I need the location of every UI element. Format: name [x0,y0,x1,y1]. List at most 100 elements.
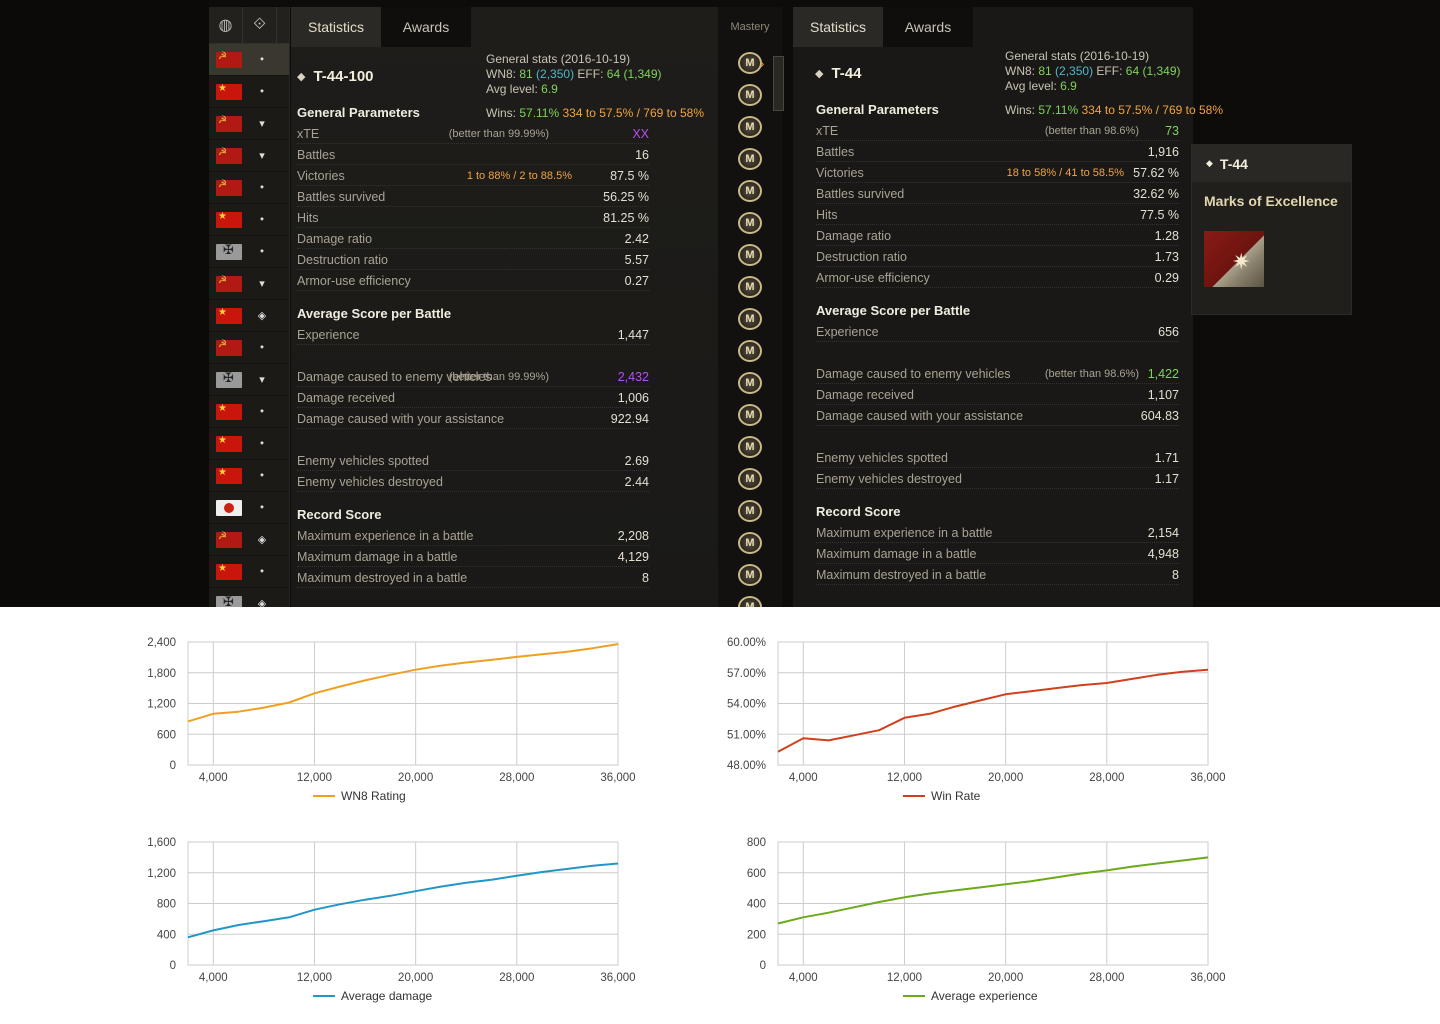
vehicle-list-item[interactable]: ⬩ [209,556,289,588]
stat-row: Maximum damage in a battle 4,948 [816,543,1179,564]
mastery-badge-glyph: M [738,500,762,522]
avg-score-heading: Average Score per Battle [816,303,971,318]
mastery-badge-glyph: M [738,180,762,202]
vehicle-list-item[interactable]: ▾ [209,364,289,396]
y-tick-label: 1,600 [147,837,176,849]
stat-label: Maximum experience in a battle [297,528,474,543]
chevron-right-icon[interactable]: › [760,56,765,71]
wins-to2: 769 [1162,103,1183,117]
y-tick-label: 600 [747,868,766,880]
stat-row: Battles 1,916 [816,141,1179,162]
vehicle-list-item[interactable]: ◈ [209,524,289,556]
stat-label: Enemy vehicles spotted [297,453,430,468]
wn8-eff-line: WN8: 81 (2,350) EFF: 64 (1,349) [486,67,746,82]
stat-value: 16 [635,147,649,162]
tab-awards-right[interactable]: Awards [883,7,973,47]
chart-wn8: 0 600 1,200 1,800 2,400 4,000 12,000 20,000 28,0… [130,630,670,810]
stat-value: 1.71 [1154,450,1179,465]
mastery-badge-glyph: M [738,436,762,458]
vehicle-list-item[interactable]: ⬩ [209,460,289,492]
vehicle-list-item[interactable]: ⬩ [209,428,289,460]
mastery-badge-icon: M [718,239,782,271]
flag-ussr-icon [216,179,242,196]
vehicle-list-item[interactable]: ▾ [209,140,289,172]
mastery-badge-glyph: M [738,340,762,362]
wins-line: Wins: 57.11% 334 to 57.5% / 769 to 58% [1005,103,1223,118]
vehicle-class-icon: ⬩ [260,565,264,577]
tier-diamond-icon: ◆ [815,68,824,80]
stat-label: Hits [816,207,838,222]
stat-value: 32.62 % [1133,186,1179,201]
series-line [777,856,1209,925]
x-tick-label: 4,000 [789,772,818,784]
vehicle-list: ◍ ⟐ ⬩ ⬩ ▾ ▾ ⬩ ⬩ ⬩ ▾ ◈ ⬩ ▾ ⬩ ⬩ ⬩ ⬩ ◈ ⬩ ◈ [209,6,290,607]
stat-label: Enemy vehicles spotted [816,450,949,465]
tab-statistics[interactable]: Statistics [291,7,381,47]
stat-value: 1,447 [617,327,649,342]
nation-filter-globe-icon[interactable]: ◍ [209,6,243,44]
avg-level-label: Avg level: [486,82,538,96]
tab-awards[interactable]: Awards [381,7,471,47]
vehicle-list-item[interactable]: ⬩ [209,204,289,236]
x-tick-label: 28,000 [1089,772,1124,784]
wins-to-text: to [585,106,600,120]
stat-value: 2.69 [624,453,649,468]
x-tick-label: 36,000 [600,972,635,984]
vehicle-list-item[interactable]: ⬩ [209,44,289,76]
scrollbar[interactable] [773,56,784,111]
row-divider [816,140,1179,141]
stat-eff-label: EFF: [1096,64,1123,78]
y-tick-label: 1,800 [147,668,176,680]
flag-china-icon [216,435,242,452]
mastery-badge-icon: M [718,111,782,143]
mastery-badge-icon: M [718,559,782,591]
stat-value: 1.73 [1154,249,1179,264]
vehicle-list-item[interactable]: ▾ [209,108,289,140]
stat-note: 1 to 88% / 2 to 88.5% [466,169,572,182]
stat-value: 1,107 [1147,387,1179,402]
vehicle-list-item[interactable]: ⬩ [209,76,289,108]
row-divider [297,470,649,471]
mastery-header[interactable]: Mastery [730,21,770,33]
vehicle-list-item[interactable]: ⬩ [209,236,289,268]
wins-to2: 769 [643,106,664,120]
vehicle-list-item[interactable]: ▾ [209,268,289,300]
stat-label: Battles survived [816,186,905,201]
vehicle-list-item[interactable]: ⬩ [209,396,289,428]
stat-label: Maximum damage in a battle [297,549,458,564]
stat-value: 2,432 [617,369,649,384]
y-tick-label: 800 [157,899,176,911]
vehicle-list-item[interactable]: ◈ [209,300,289,332]
stat-value: XX [632,126,649,141]
chart-avg-damage: 0 400 800 1,200 1,600 4,000 12,000 20,000 28,000… [130,830,670,1010]
type-filter-icon[interactable]: ⟐ [243,6,277,44]
y-tick-label: 800 [747,837,766,849]
vehicle-list-item[interactable]: ⬩ [209,332,289,364]
stat-eff: 64 [1125,64,1140,78]
x-tick-label: 4,000 [199,972,228,984]
avg-level-label: Avg level: [1005,79,1057,93]
series-line [187,862,619,939]
avg-score-heading: Average Score per Battle [297,306,452,321]
row-divider [297,407,649,408]
flag-germany-icon [216,242,242,260]
mastery-badge-glyph: M [738,244,762,266]
flag-ussr-icon [216,51,242,68]
stat-wn8-paren: (2,350) [536,67,575,81]
stat-value: 0.29 [1154,270,1179,285]
row-divider [297,566,649,567]
mastery-badge-glyph: M [738,212,762,234]
row-divider [297,227,649,228]
vehicle-title: ◆ T-44-100 [297,68,374,85]
y-tick-label: 57.00% [727,668,766,680]
stat-label: Damage caused to enemy vehicles [816,366,1011,381]
vehicle-list-item[interactable]: ⬩ [209,492,289,524]
vehicle-list-filters: ◍ ⟐ [209,6,289,44]
stat-value: 57.62 % [1133,165,1179,180]
vehicle-list-item[interactable]: ⬩ [209,172,289,204]
tab-statistics-right[interactable]: Statistics [793,7,883,47]
stat-row: Victories 1 to 88% / 2 to 88.5% 87.5 % [297,165,649,186]
stat-label: Damage received [816,387,914,402]
vehicle-list-item[interactable]: ◈ [209,588,289,607]
stat-label: Battles survived [297,189,386,204]
